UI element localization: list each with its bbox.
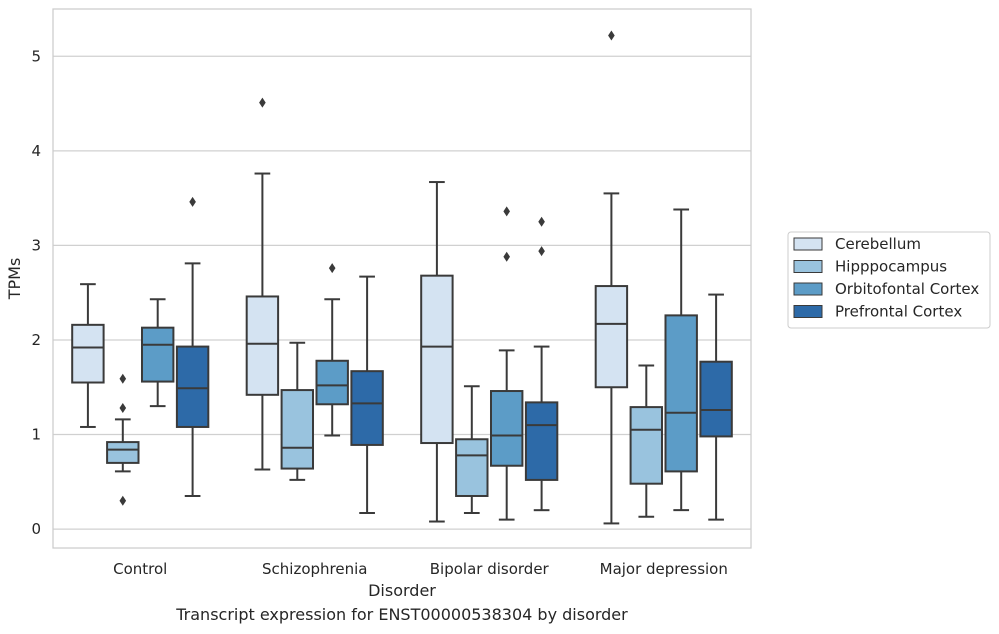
box-group [245, 97, 280, 471]
box-group [664, 208, 698, 512]
legend-swatch [793, 237, 823, 251]
outlier-point [538, 216, 545, 227]
x-tick-label: Bipolar disorder [430, 560, 550, 578]
legend-frame [787, 231, 991, 329]
legend-label: Prefrontal Cortex [835, 303, 962, 321]
box-group [280, 341, 315, 481]
box [629, 406, 664, 485]
box-group [315, 263, 349, 437]
legend-swatch [793, 282, 823, 296]
box-group [524, 216, 559, 512]
box [489, 390, 524, 467]
x-ticks: Control Schizophrenia Bipolar disorder Majo… [113, 560, 728, 578]
y-tick-label: 0 [31, 520, 41, 538]
y-axis-label: TPMs [5, 258, 24, 301]
box-group [71, 283, 105, 428]
y-ticks: 0 1 2 3 4 5 [31, 47, 41, 538]
box-group [629, 364, 664, 518]
box [350, 370, 384, 446]
box [524, 401, 559, 481]
y-tick-label: 4 [31, 142, 41, 160]
box [140, 326, 175, 383]
box-group [420, 181, 454, 523]
outlier-point [503, 251, 510, 262]
box [175, 345, 210, 428]
legend-label: Hipppocampus [835, 258, 947, 276]
box [699, 360, 733, 438]
box [455, 438, 489, 497]
box [106, 441, 140, 464]
y-tick-label: 5 [31, 47, 41, 65]
box-group [594, 30, 629, 525]
outlier-point [608, 30, 615, 41]
box-group [455, 385, 489, 515]
legend-swatch [793, 260, 823, 273]
outlier-point [259, 97, 266, 108]
outlier-point [538, 246, 545, 257]
box [245, 295, 280, 396]
box [664, 314, 698, 473]
boxes [71, 30, 733, 525]
legend-label: Orbitofontal Cortex [835, 280, 979, 298]
outlier-point [328, 263, 336, 274]
box-group [175, 196, 210, 497]
y-tick-label: 3 [31, 236, 41, 254]
x-tick-label: Control [113, 560, 167, 578]
box [315, 359, 349, 406]
box-group [106, 373, 140, 506]
box [71, 323, 105, 384]
figure-caption: Transcript expression for ENST0000053830… [176, 605, 628, 624]
legend-swatch [793, 305, 823, 318]
x-axis-label: Disorder [368, 581, 436, 600]
y-tick-label: 2 [31, 331, 41, 349]
x-tick-label: Major depression [600, 560, 728, 578]
box [594, 285, 629, 389]
box-group [489, 206, 524, 521]
outlier-point [119, 403, 127, 414]
box [280, 389, 315, 470]
outlier-point [189, 196, 196, 207]
legend-label: Cerebellum [835, 235, 921, 253]
box-group [140, 298, 175, 408]
outlier-point [119, 495, 127, 506]
plot-frame [52, 8, 752, 549]
y-tick-label: 1 [31, 426, 41, 444]
box-group [699, 293, 733, 521]
box-group [350, 275, 384, 515]
legend: Cerebellum Hipppocampus Orbitofontal Corte… [787, 231, 991, 329]
box [420, 274, 454, 445]
x-tick-label: Schizophrenia [262, 560, 367, 578]
outlier-point [503, 206, 510, 217]
outlier-point [119, 373, 127, 384]
